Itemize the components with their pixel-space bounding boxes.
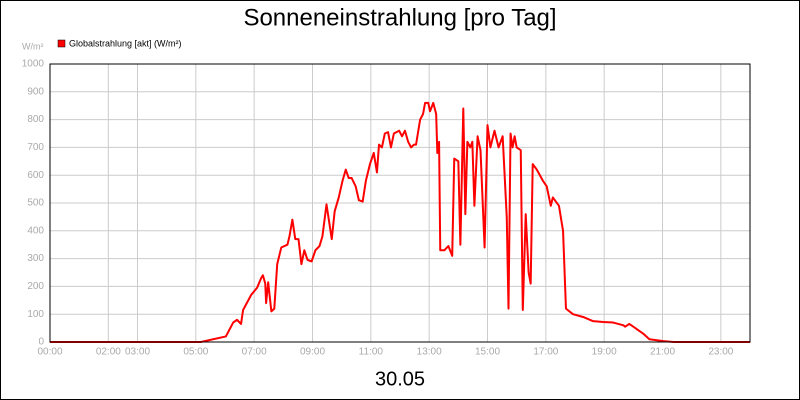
y-tick-label: 600 (27, 170, 44, 181)
y-unit: W/m² (22, 41, 44, 51)
plot-frame (49, 63, 751, 343)
x-axis-label: 30.05 (375, 368, 425, 390)
x-tick-label: 02:00 (96, 347, 121, 358)
x-tick-label: 07:00 (242, 347, 267, 358)
legend-swatch (57, 39, 66, 48)
x-tick-label: 15:00 (475, 347, 500, 358)
x-tick-label: 21:00 (650, 347, 675, 358)
y-tick-label: 800 (27, 114, 44, 125)
y-tick-label: 300 (27, 253, 44, 264)
y-tick-label: 100 (27, 309, 44, 320)
chart-title: Sonneneinstrahlung [pro Tag] (243, 4, 556, 31)
y-tick-label: 0 (38, 337, 44, 348)
x-tick-label: 17:00 (533, 347, 558, 358)
y-tick-label: 700 (27, 142, 44, 153)
data-line (50, 101, 750, 343)
x-tick-label: 03:00 (125, 347, 150, 358)
y-tick-label: 400 (27, 225, 44, 236)
y-tick-label: 900 (27, 86, 44, 97)
legend-label: Globalstrahlung [akt] (W/m²) (69, 38, 182, 48)
x-tick-label: 19:00 (592, 347, 617, 358)
x-tick-label: 09:00 (300, 347, 325, 358)
y-tick-label: 500 (27, 198, 44, 209)
x-tick-label: 05:00 (183, 347, 208, 358)
x-tick-label: 00:00 (37, 347, 62, 358)
x-tick-label: 11:00 (359, 347, 384, 358)
x-tick-label: 23:00 (708, 347, 733, 358)
y-tick-label: 200 (27, 281, 44, 292)
x-tick-label: 13:00 (417, 347, 442, 358)
y-tick-label: 1000 (22, 59, 45, 70)
